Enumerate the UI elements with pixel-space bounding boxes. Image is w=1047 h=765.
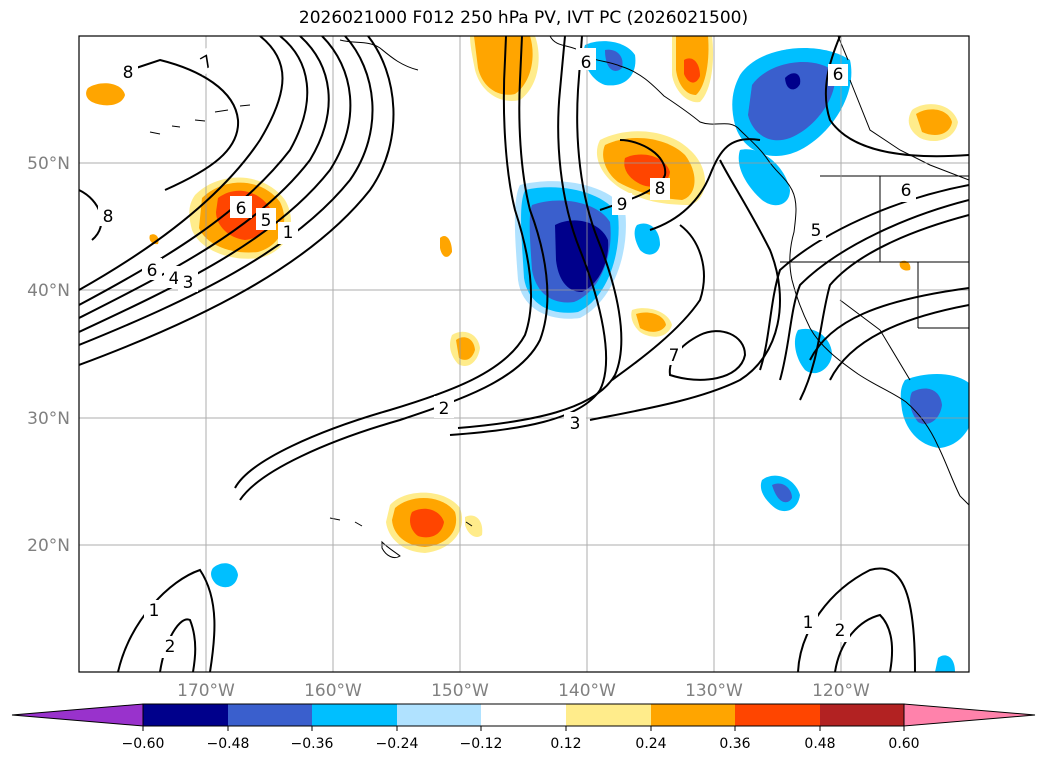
contour-label: 9 [617,195,628,215]
contour-label: 8 [123,63,134,83]
colorbar-tick-label: 0.12 [550,736,581,752]
map-panel: 8 7 6 8 6 4 3 5 2 1 6 8 9 7 [79,36,969,672]
contour-label: 7 [669,346,680,366]
lon-label: 150°W [431,681,489,701]
gridlines [79,36,969,672]
plot-title: 2026021000 F012 250 hPa PV, IVT PC (2026… [298,8,749,28]
colorbar-tick-label: 0.60 [888,736,919,752]
colorbar-segment [651,704,735,726]
contour-label: 5 [811,221,822,241]
lat-label: 20°N [27,536,70,556]
colorbar-segment [735,704,820,726]
coastlines [149,36,969,559]
colorbar-tick-label: −0.60 [122,736,165,752]
contour-label: 2 [165,637,176,657]
contour-label: 6 [833,65,844,85]
contour-label: 2 [835,621,846,641]
contour-label: 3 [570,414,581,434]
colorbar-tick-label: 0.36 [719,736,750,752]
contour-label: 6 [581,53,592,73]
colorbar-segment [481,704,566,726]
lat-label: 30°N [27,409,70,429]
colorbar-extend-low [11,703,144,727]
colorbar-segment [566,704,651,726]
colorbar-tick-labels: −0.60 −0.48 −0.36 −0.24 −0.12 0.12 0.24 … [122,736,920,752]
colorbar-tick-label: 0.24 [635,736,666,752]
contour-label: 4 [169,269,180,289]
colorbar-extend-high [903,703,1036,727]
contour-label: 1 [149,601,160,621]
colorbar-tick-label: −0.36 [291,736,334,752]
colorbar-segment [228,704,312,726]
map-frame [78,35,970,673]
contour-label: 8 [655,179,666,199]
colorbar-ticks [142,726,905,731]
contour-labels: 8 7 6 8 6 4 3 5 2 1 6 8 9 7 [98,46,916,658]
colorbar: −0.60 −0.48 −0.36 −0.24 −0.12 0.12 0.24 … [11,703,1036,752]
lon-label: 140°W [558,681,616,701]
colorbar-segment [820,704,904,726]
lon-label: 160°W [304,681,362,701]
lat-label: 50°N [27,154,70,174]
contour-label: 6 [901,181,912,201]
colorbar-tick-label: −0.24 [376,736,419,752]
negative-anomaly-fill [211,41,969,672]
colorbar-segment [397,704,481,726]
lon-label: 120°W [812,681,870,701]
lon-label: 170°W [177,681,235,701]
longitude-labels: 170°W 160°W 150°W 140°W 130°W 120°W [177,681,870,701]
lat-label: 40°N [27,281,70,301]
lon-label: 130°W [685,681,743,701]
contour-label: 5 [261,211,272,231]
contour-label: 2 [439,399,450,419]
colorbar-tick-label: −0.48 [207,736,250,752]
contour-label: 3 [183,273,194,293]
contour-label: 6 [147,261,158,281]
latitude-labels: 50°N 40°N 30°N 20°N [27,154,70,556]
contour-label: 1 [803,613,814,633]
colorbar-segment [143,704,228,726]
contour-label: 6 [236,199,247,219]
colorbar-tick-label: 0.48 [804,736,835,752]
colorbar-segment [312,704,397,726]
contour-label: 8 [103,207,114,227]
contour-label: 1 [283,223,294,243]
colorbar-tick-label: −0.12 [460,736,503,752]
ivt-contours [79,36,969,672]
